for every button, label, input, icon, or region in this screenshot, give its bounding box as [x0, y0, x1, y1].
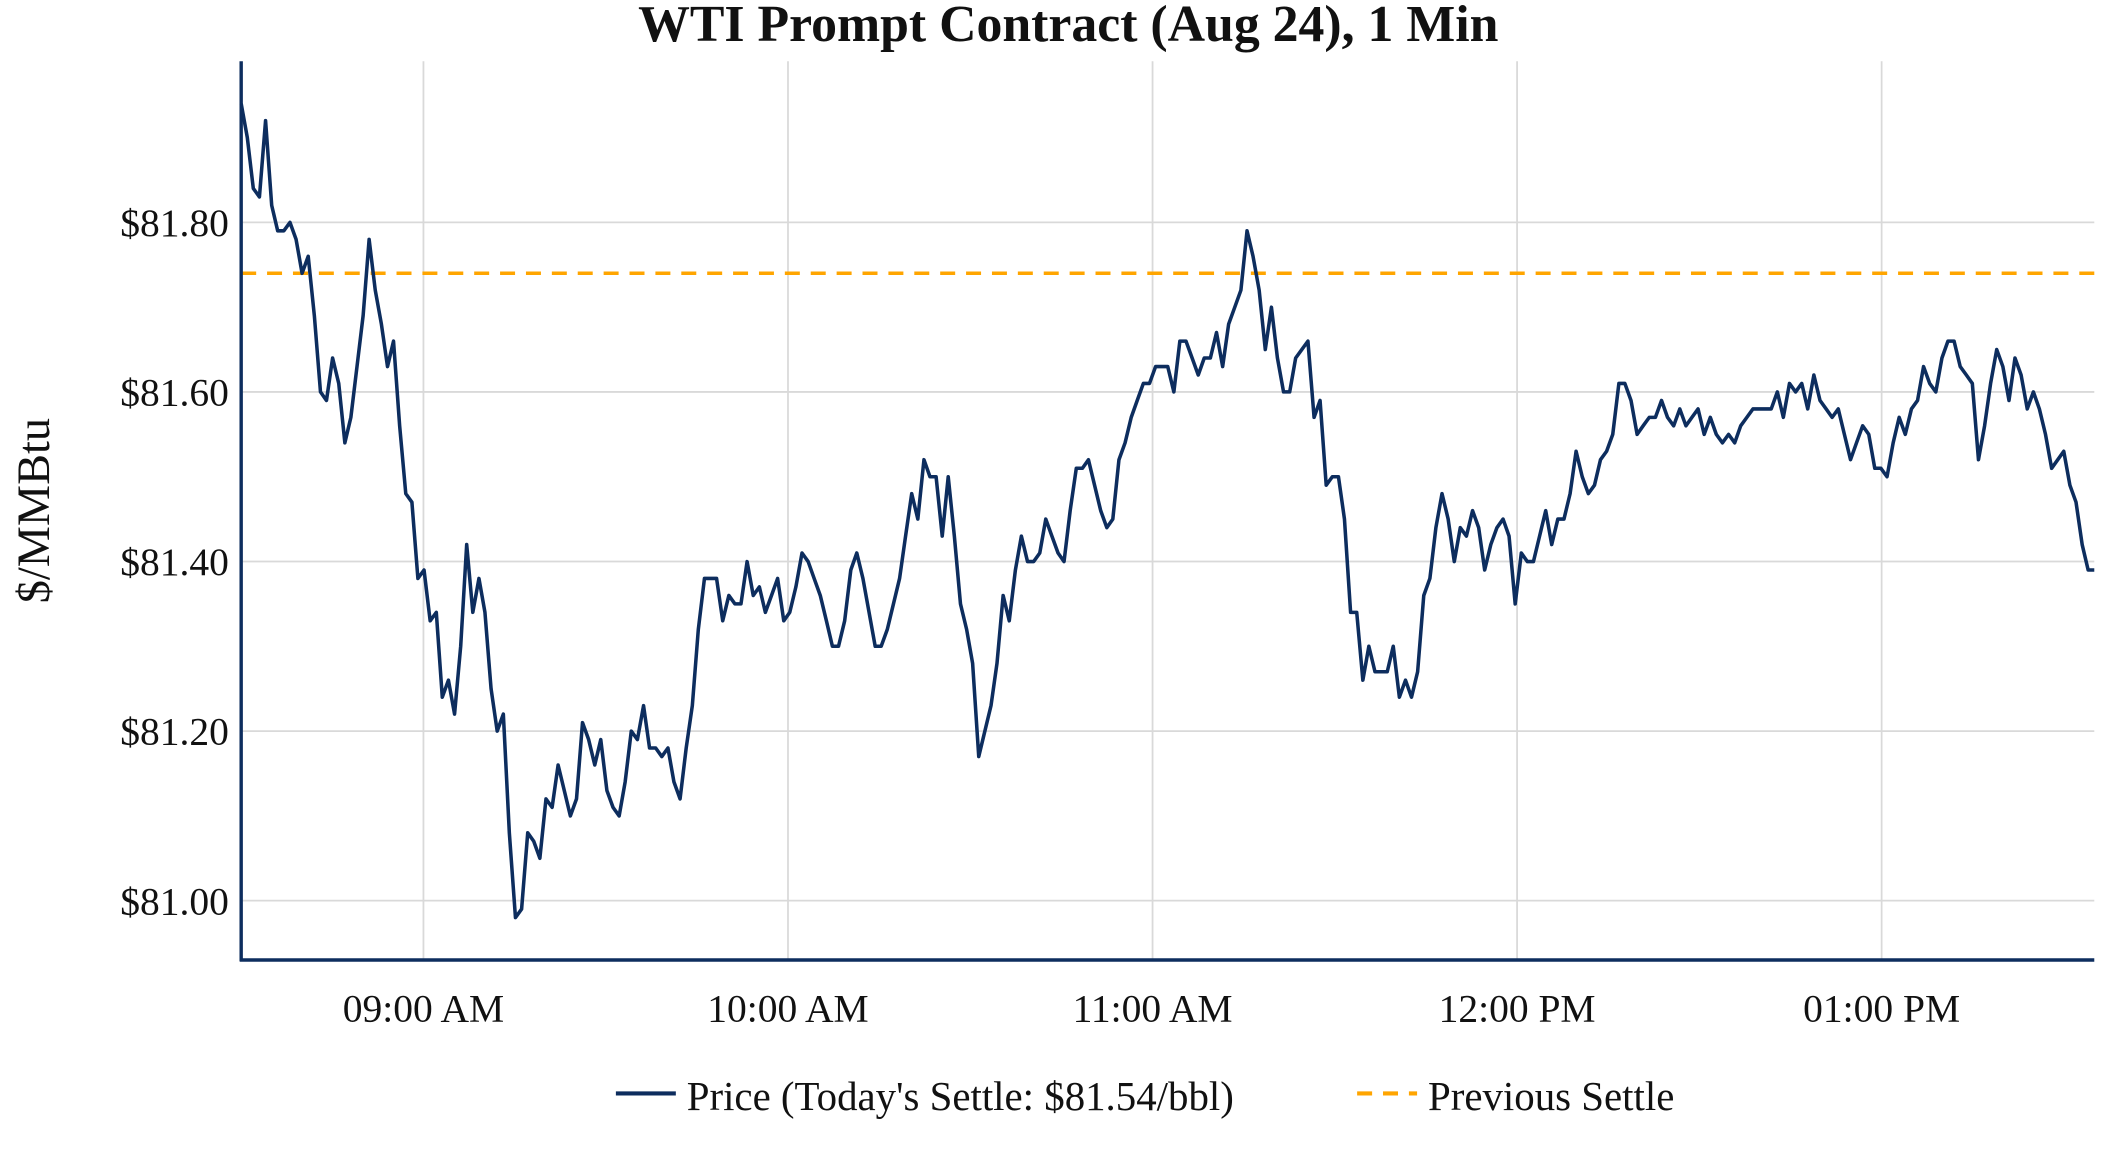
- y-tick-label: $81.80: [120, 201, 229, 245]
- chart-title: WTI Prompt Contract (Aug 24), 1 Min: [638, 0, 1498, 53]
- legend: Price (Today's Settle: $81.54/bbl) Previ…: [615, 1074, 1674, 1119]
- y-tick-label: $81.40: [120, 540, 229, 584]
- legend-previous-settle-label: Previous Settle: [1428, 1074, 1674, 1119]
- x-tick-label: 12:00 PM: [1439, 986, 1596, 1030]
- price-series-line: [239, 103, 2095, 920]
- x-tick-label: 11:00 AM: [1073, 986, 1233, 1030]
- x-tick-label: 01:00 PM: [1803, 986, 1960, 1030]
- y-tick-label: $81.00: [120, 879, 229, 923]
- x-tick-label: 09:00 AM: [343, 986, 504, 1030]
- y-tick-label: $81.60: [120, 371, 229, 415]
- legend-item-previous-settle[interactable]: Previous Settle: [1357, 1074, 1674, 1119]
- legend-price-label: Price (Today's Settle: $81.54/bbl): [687, 1074, 1234, 1119]
- y-axis-label: $/MMBtu: [9, 418, 60, 603]
- x-tick-label: 10:00 AM: [707, 986, 868, 1030]
- y-tick-label: $81.20: [120, 710, 229, 754]
- legend-item-price[interactable]: Price (Today's Settle: $81.54/bbl): [615, 1074, 1234, 1119]
- x-axis-ticks: 09:00 AM 10:00 AM 11:00 AM 12:00 PM 01:00 PM: [343, 986, 1960, 1030]
- gridlines: [241, 61, 2095, 960]
- y-axis-ticks: $81.00 $81.20 $81.40 $81.60 $81.80: [120, 201, 229, 923]
